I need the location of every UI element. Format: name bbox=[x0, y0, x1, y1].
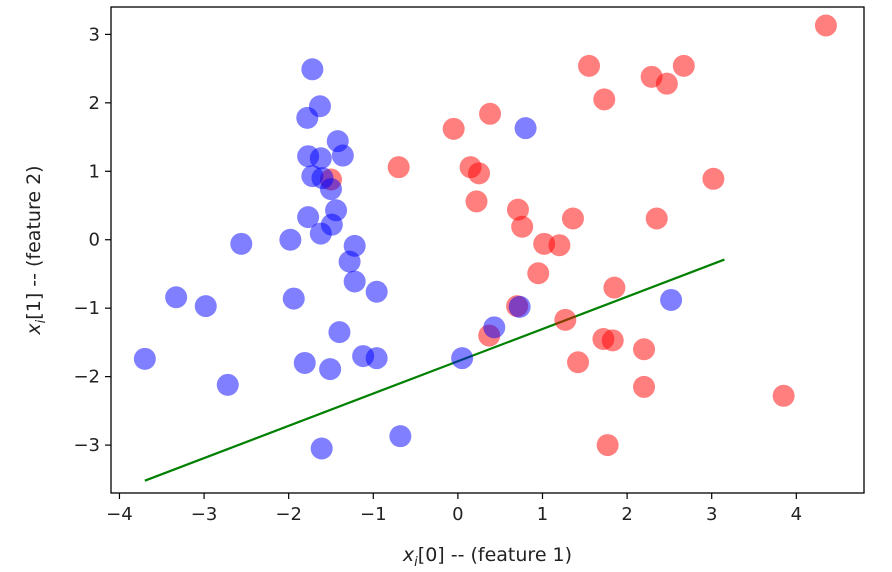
blue-data-point bbox=[293, 351, 316, 374]
x-tick-label: −1 bbox=[360, 504, 387, 525]
red-data-point bbox=[672, 54, 695, 77]
blue-data-point bbox=[483, 316, 506, 339]
red-data-point bbox=[645, 207, 668, 230]
decision-boundary-line bbox=[144, 258, 725, 482]
x-tick-label: −2 bbox=[275, 504, 302, 525]
red-data-point bbox=[567, 351, 590, 374]
red-data-point bbox=[655, 72, 678, 95]
blue-data-point bbox=[194, 295, 217, 318]
red-data-point bbox=[772, 384, 795, 407]
red-data-point bbox=[578, 54, 601, 77]
x-axis-ticks: −4 −3 −2 −1 0 1 2 3 4 bbox=[106, 493, 802, 525]
data-points-layer bbox=[133, 14, 837, 460]
red-data-point bbox=[511, 215, 534, 238]
blue-data-point bbox=[282, 287, 305, 310]
blue-data-point bbox=[297, 206, 320, 229]
blue-data-point bbox=[365, 347, 388, 370]
blue-data-point bbox=[301, 58, 324, 81]
red-data-point bbox=[468, 162, 491, 185]
red-data-point bbox=[633, 375, 656, 398]
red-data-point bbox=[633, 338, 656, 361]
blue-data-point bbox=[296, 106, 319, 129]
blue-data-point bbox=[660, 288, 683, 311]
blue-data-point bbox=[451, 347, 474, 370]
red-data-point bbox=[506, 198, 529, 221]
red-data-point bbox=[702, 167, 725, 190]
red-data-point bbox=[561, 207, 584, 230]
x-tick-label: −3 bbox=[191, 504, 218, 525]
red-data-point bbox=[387, 156, 410, 179]
blue-data-point bbox=[343, 270, 366, 293]
y-tick-label: 2 bbox=[89, 93, 100, 114]
decision-boundary-layer bbox=[144, 258, 725, 482]
blue-data-point bbox=[514, 117, 537, 140]
blue-data-point bbox=[230, 232, 253, 255]
blue-data-point bbox=[331, 144, 354, 167]
y-tick-label: 0 bbox=[89, 230, 100, 251]
y-tick-label: −2 bbox=[73, 367, 100, 388]
x-tick-label: 1 bbox=[537, 504, 548, 525]
x-tick-label: 0 bbox=[452, 504, 463, 525]
red-data-point bbox=[596, 434, 619, 457]
y-tick-label: 3 bbox=[89, 24, 100, 45]
red-data-point bbox=[479, 102, 502, 125]
x-tick-label: 4 bbox=[791, 504, 802, 525]
axes-frame bbox=[110, 6, 865, 494]
blue-data-point bbox=[309, 147, 332, 170]
blue-data-point bbox=[319, 178, 342, 201]
x-tick-label: 2 bbox=[621, 504, 632, 525]
red-data-point bbox=[442, 117, 465, 140]
blue-data-point bbox=[310, 437, 333, 460]
red-data-point bbox=[603, 276, 626, 299]
red-data-point bbox=[527, 262, 550, 285]
blue-data-point bbox=[216, 373, 239, 396]
red-data-point bbox=[601, 329, 624, 352]
blue-data-point bbox=[319, 358, 342, 381]
blue-data-point bbox=[133, 347, 156, 370]
y-axis-ticks: −3 −2 −1 0 1 2 3 bbox=[73, 24, 111, 456]
red-data-point bbox=[465, 190, 488, 213]
blue-data-point bbox=[165, 286, 188, 309]
blue-data-point bbox=[328, 321, 351, 344]
x-tick-label: −4 bbox=[106, 504, 133, 525]
y-axis-label: xi[1] -- (feature 2) bbox=[23, 165, 49, 335]
blue-data-point bbox=[309, 222, 332, 245]
red-data-point bbox=[554, 308, 577, 331]
x-tick-label: 3 bbox=[706, 504, 717, 525]
blue-data-point bbox=[508, 295, 531, 318]
x-axis-label: xi[0] -- (feature 1) bbox=[402, 544, 572, 570]
y-tick-label: −3 bbox=[73, 435, 100, 456]
blue-data-point bbox=[389, 425, 412, 448]
blue-data-point bbox=[279, 228, 302, 251]
blue-data-point bbox=[338, 250, 361, 273]
red-data-point bbox=[593, 88, 616, 111]
y-tick-label: −1 bbox=[73, 298, 100, 319]
red-data-point bbox=[548, 234, 571, 257]
y-tick-label: 1 bbox=[89, 161, 100, 182]
red-data-point bbox=[814, 14, 837, 37]
blue-data-point bbox=[365, 280, 388, 303]
